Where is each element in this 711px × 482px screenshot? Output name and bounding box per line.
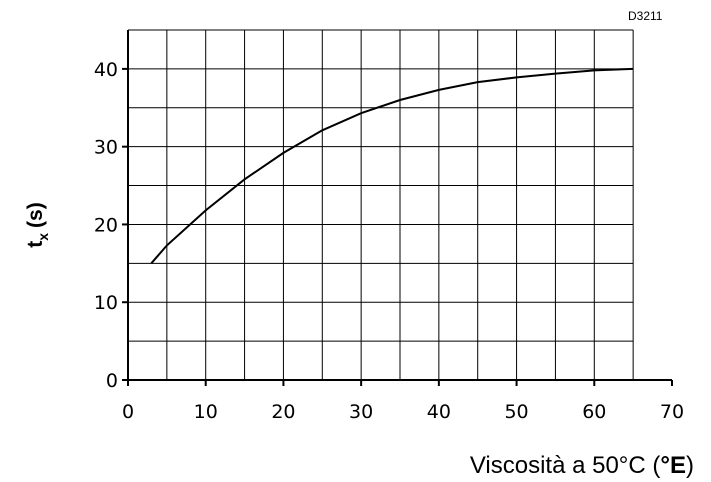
x-tick-label: 60 [582, 401, 606, 423]
x-axis-label-prefix: Viscosità a 50°C ( [470, 452, 661, 479]
y-axis-label-base: t [24, 241, 47, 248]
x-tick-label: 0 [122, 401, 134, 423]
x-tick-label: 10 [194, 401, 218, 423]
x-tick-labels: 0 10 20 30 40 50 60 70 [122, 401, 684, 423]
x-axis-label-suffix: ) [686, 452, 694, 479]
x-tick-label: 40 [427, 401, 451, 423]
y-tick-label: 20 [94, 214, 118, 236]
y-tick-label: 40 [94, 59, 118, 81]
axes [122, 30, 673, 386]
grid [128, 29, 634, 380]
x-axis-label: Viscosità a 50°C (°E) [470, 452, 694, 479]
series-line [150, 67, 634, 264]
y-axis-label-unit: (s) [24, 202, 47, 228]
x-tick-label: 20 [271, 401, 295, 423]
x-axis-label-unit: °E [660, 452, 686, 479]
y-tick-label: 0 [106, 370, 118, 392]
y-axis-label: tx (s) [24, 202, 51, 247]
x-tick-label: 30 [349, 401, 373, 423]
x-tick-label: 70 [660, 401, 684, 423]
figure-code: D3211 [628, 9, 663, 23]
y-tick-label: 10 [94, 292, 118, 314]
y-tick-label: 30 [94, 137, 118, 159]
x-tick-label: 50 [504, 401, 528, 423]
y-tick-labels: 0 10 20 30 40 [94, 59, 118, 392]
y-axis-label-sub: x [35, 233, 51, 241]
